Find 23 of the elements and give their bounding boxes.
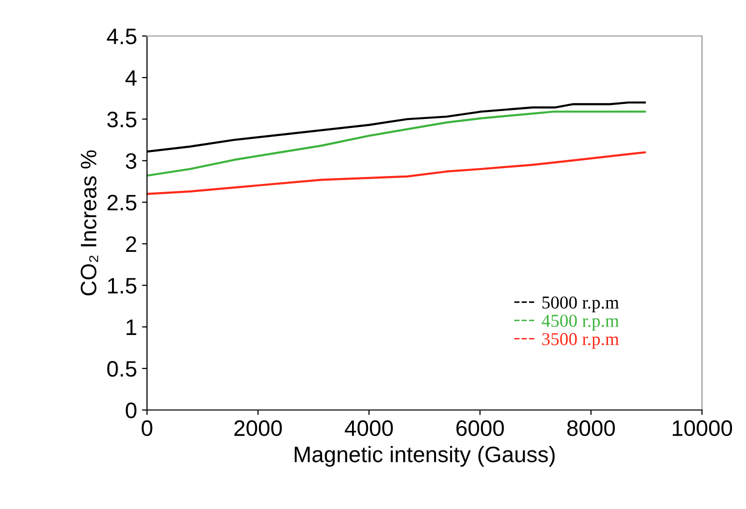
y-tick-label: 1 [126, 320, 136, 335]
y-tick-label: 4 [125, 70, 137, 86]
x-tick-label: 4000 [344, 420, 393, 436]
y-tick-label: 0.5 [107, 360, 136, 377]
y-tick-label: 2.5 [108, 194, 136, 210]
y-tick-label: 4.5 [106, 28, 136, 44]
legend-label: 3500 r.p.m [542, 333, 619, 349]
x-tick-label: 0 [142, 420, 152, 436]
y-tick-label: 0 [126, 402, 136, 418]
y-tick-label: 2 [126, 236, 136, 252]
x-axis-title: Magnetic intensity (Gauss) [294, 446, 555, 467]
legend-label: 4500 r.p.m [542, 314, 619, 331]
x-tick-label: 2000 [234, 420, 282, 436]
x-tick-label: 8000 [567, 420, 615, 436]
y-tick-label: 3.5 [107, 112, 136, 128]
line-series [147, 151, 646, 195]
y-axis-title: CO₂ Increas % [80, 150, 98, 296]
y-tick-label: 3 [126, 153, 136, 169]
line-series [147, 110, 646, 177]
legend-label: 5000 r.p.m [542, 296, 619, 312]
y-tick-label: 1.5 [108, 278, 136, 294]
x-tick-label: 6000 [456, 420, 504, 436]
x-tick-label: 10000 [672, 420, 732, 436]
